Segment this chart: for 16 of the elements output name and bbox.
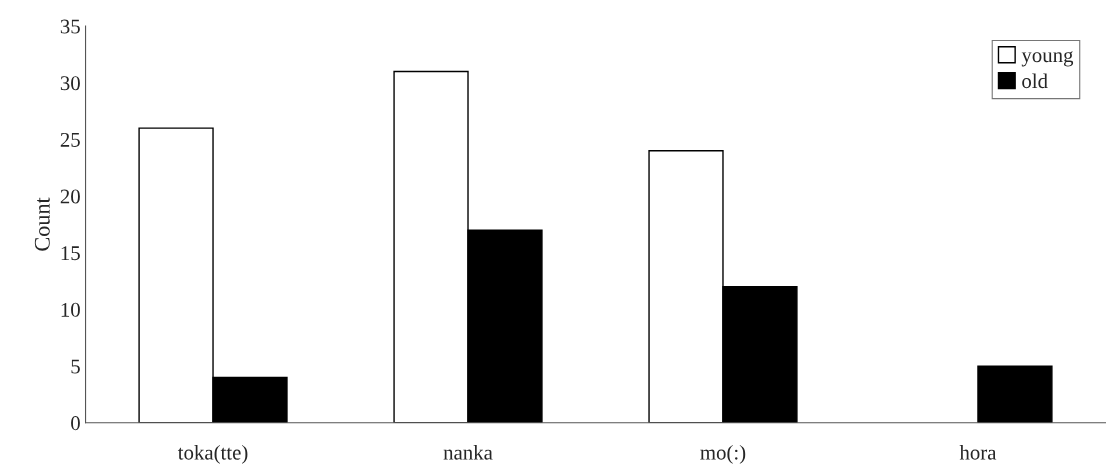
y-tick-label: 15: [61, 246, 80, 261]
x-tick-label: mo(:): [700, 444, 746, 464]
bar: [977, 365, 1053, 423]
x-tick-label: nanka: [443, 444, 493, 460]
y-tick-label: 35: [60, 19, 80, 34]
y-tick-label: 5: [71, 359, 80, 374]
legend-label: old: [1022, 73, 1048, 89]
y-tick-label: 25: [60, 132, 80, 147]
y-tick-label: 30: [60, 76, 80, 91]
x-tick-label: hora: [959, 444, 997, 460]
y-axis-title: Count: [34, 197, 50, 251]
y-tick-label: 10: [61, 302, 80, 317]
x-tick-label: toka(tte): [177, 444, 248, 464]
legend-label: young: [1021, 51, 1074, 67]
y-tick-label: 20: [60, 189, 80, 204]
y-tick-label: 0: [71, 416, 80, 431]
